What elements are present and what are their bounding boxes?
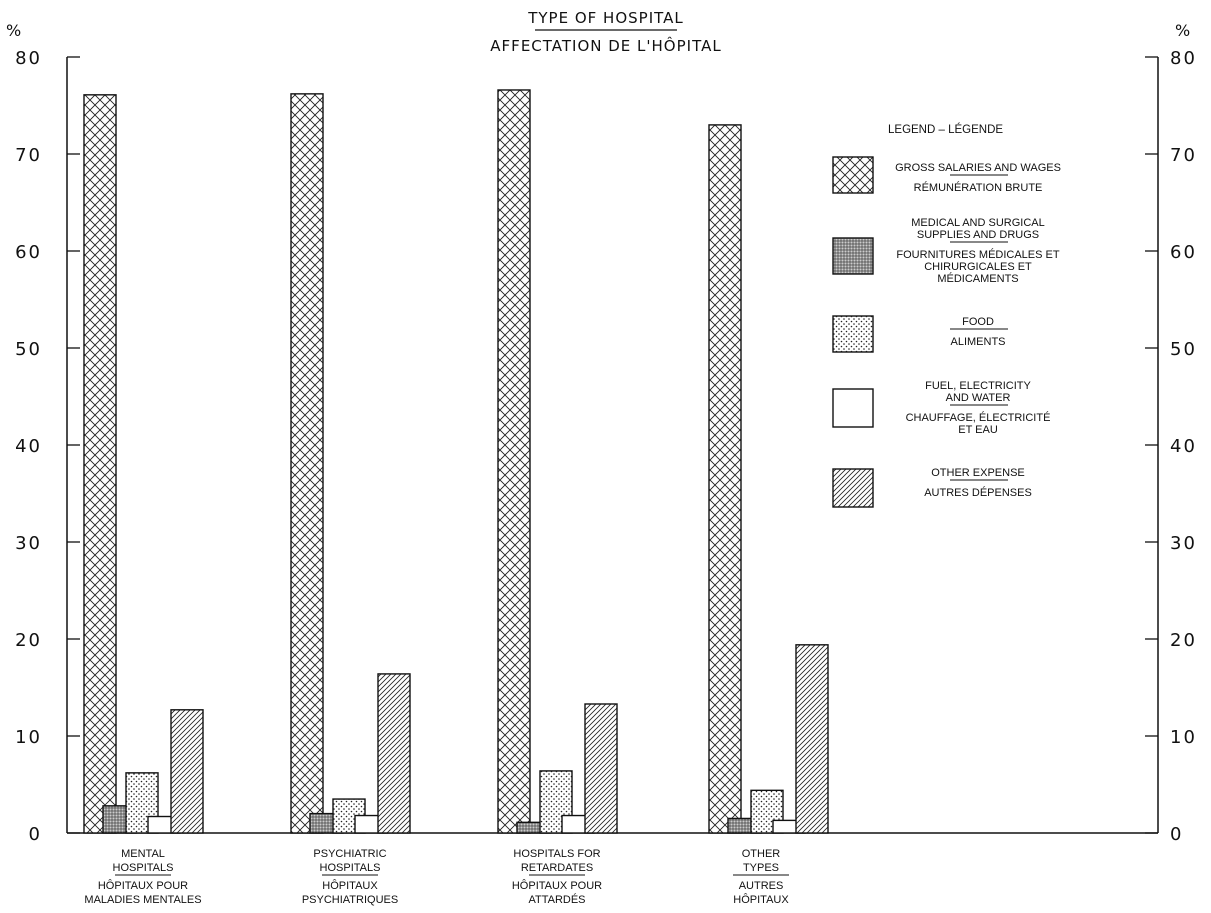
category-label-en: PSYCHIATRIC [313,848,386,860]
category-label-fr: HÔPITAUX POUR [98,879,188,892]
y-axis-unit-left: % [6,21,21,40]
legend-label-en: FUEL, ELECTRICITY [925,380,1031,392]
category-label-en: OTHER [742,848,781,860]
bars [83,89,829,834]
bar-other [584,703,618,834]
category-label-en: HOSPITALS [320,862,381,874]
y-tick-label-left: 20 [15,630,42,651]
legend-label-fr: MÉDICAMENTS [937,272,1018,285]
legend: GROSS SALARIES AND WAGES RÉMUNÉRATION BRU… [832,156,1061,508]
chart-subtitle: AFFECTATION DE L'HÔPITAL [490,36,721,55]
category-label-fr: HÔPITAUX POUR [512,879,602,892]
legend-label-fr: CHIRURGICALES ET [924,261,1032,273]
legend-swatch-fuel [832,388,874,428]
bar-salaries [290,93,324,834]
legend-label-fr: RÉMUNÉRATION BRUTE [914,181,1043,194]
category-label-fr: AUTRES [739,880,784,892]
legend-label-en: GROSS SALARIES AND WAGES [895,162,1061,174]
bar-salaries [708,124,742,834]
legend-label-en: SUPPLIES AND DRUGS [917,229,1039,241]
category-label-en: HOSPITALS [113,862,174,874]
category-label-en: MENTAL [121,848,165,860]
legend-label-fr: CHAUFFAGE, ÉLECTRICITÉ [906,411,1051,424]
y-tick-label-left: 50 [15,339,42,360]
legend-label-en: FOOD [962,316,994,328]
legend-label-en: OTHER EXPENSE [931,467,1025,479]
bar-other [377,673,411,834]
bar-other [795,644,829,834]
y-tick-label-right: 20 [1170,630,1197,651]
legend-swatch-medical [832,237,874,275]
category-label-fr: HÔPITAUX [733,893,789,906]
chart-title: TYPE OF HOSPITAL [527,9,684,27]
y-ticks-right: 0 10 20 30 40 50 60 70 80 [1145,48,1197,845]
y-tick-label-left: 80 [15,48,42,69]
bar-other [170,709,204,834]
legend-swatch-salaries [832,156,874,194]
category-label-fr: MALADIES MENTALES [84,894,201,906]
legend-label-fr: AUTRES DÉPENSES [924,486,1032,499]
category-label-en: TYPES [743,862,779,874]
y-tick-label-right: 10 [1170,727,1197,748]
category-label-fr: HÔPITAUX [322,879,378,892]
category-labels: MENTAL HOSPITALS HÔPITAUX POUR MALADIES MEN… [84,848,789,906]
y-tick-label-right: 80 [1170,48,1197,69]
y-tick-label-left: 70 [15,145,42,166]
y-tick-label-right: 50 [1170,339,1197,360]
category-label-fr: PSYCHIATRIQUES [302,894,398,906]
legend-label-fr: ET EAU [958,424,998,436]
y-tick-label-left: 40 [15,436,42,457]
y-tick-label-right: 0 [1170,824,1183,845]
legend-swatch-other [832,468,874,508]
y-tick-label-right: 40 [1170,436,1197,457]
y-tick-label-right: 30 [1170,533,1197,554]
bar-salaries [83,94,117,834]
bar-salaries [497,89,531,834]
category-label-en: HOSPITALS FOR [513,848,600,860]
legend-label-en: MEDICAL AND SURGICAL [911,217,1044,229]
y-tick-label-left: 60 [15,242,42,263]
y-axis-unit-right: % [1175,21,1190,40]
legend-title: LEGEND – LÉGENDE [888,123,1003,136]
legend-label-fr: FOURNITURES MÉDICALES ET [896,248,1059,261]
legend-label-en: AND WATER [946,392,1011,404]
legend-swatch-food [832,315,874,353]
category-label-fr: ATTARDÉS [528,893,585,906]
y-tick-label-left: 10 [15,727,42,748]
category-label-en: RETARDATES [521,862,593,874]
y-ticks-left: 0 10 20 30 40 50 60 70 80 [15,48,80,845]
legend-label-fr: ALIMENTS [950,336,1005,348]
y-tick-label-left: 0 [29,824,42,845]
y-tick-label-left: 30 [15,533,42,554]
y-tick-label-right: 60 [1170,242,1197,263]
y-tick-label-right: 70 [1170,145,1197,166]
